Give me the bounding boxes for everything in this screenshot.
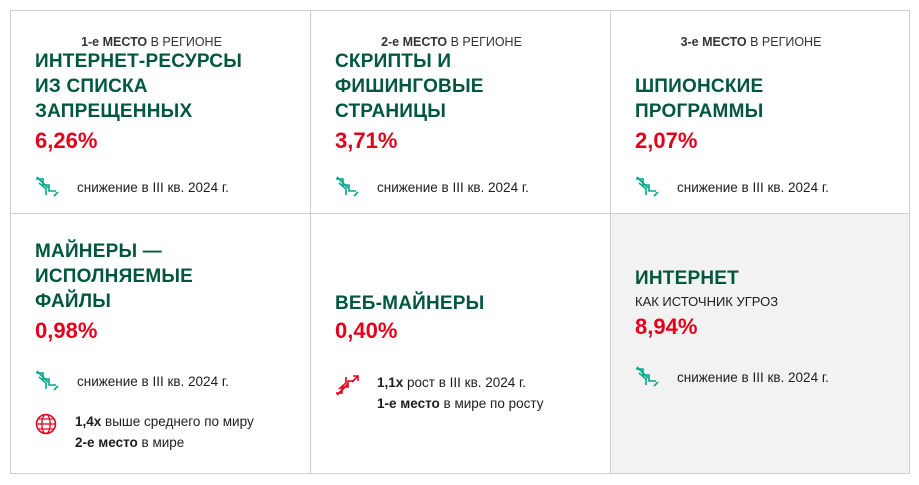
percent-value: 8,94%	[635, 314, 698, 339]
trend-row: снижение в III кв. 2024 г.	[635, 366, 829, 388]
trend-text: снижение в III кв. 2024 г.	[377, 179, 529, 195]
trend-up-icon	[336, 375, 359, 396]
trend-text: снижение в III кв. 2024 г.	[77, 179, 229, 195]
card-subtitle: КАК ИСТОЧНИК УГРОЗ	[635, 294, 779, 309]
trend-row: снижение в III кв. 2024 г.	[335, 176, 529, 198]
card-title: ВЕБ-МАЙНЕРЫ	[335, 293, 485, 314]
percent-value: 0,98%	[35, 318, 98, 343]
card-title: ШПИОНСКИЕ ПРОГРАММЫ	[635, 76, 764, 122]
percent-value: 0,40%	[335, 318, 398, 343]
globe-icon	[35, 413, 57, 435]
card-phishing-scripts: 2-е МЕСТО В РЕГИОНЕ СКРИПТЫ И ФИШИНГОВЫЕ…	[311, 11, 611, 214]
trend-down-icon	[36, 176, 59, 197]
rank-label: 3-е МЕСТО В РЕГИОНЕ	[680, 35, 822, 49]
trend-down-icon	[336, 176, 359, 197]
world-comparison-note: 1,4x выше среднего по миру 2-е место в м…	[35, 411, 254, 453]
rank-label: 2-е МЕСТО В РЕГИОНЕ	[381, 35, 522, 49]
card-forbidden-resources: 1-е МЕСТО В РЕГИОНЕ ИНТЕРНЕТ-РЕСУРСЫ ИЗ …	[11, 11, 311, 214]
card-web-miners: ВЕБ-МАЙНЕРЫ 0,40% 1,1x рост в III кв. 20…	[311, 214, 611, 473]
trend-down-icon	[36, 370, 59, 391]
card-title: ИНТЕРНЕТ	[635, 268, 739, 289]
trend-down-icon	[636, 176, 659, 197]
card-title: СКРИПТЫ И ФИШИНГОВЫЕ СТРАНИЦЫ	[335, 51, 484, 122]
trend-text: снижение в III кв. 2024 г.	[677, 179, 829, 195]
threat-stats-grid: 1-е МЕСТО В РЕГИОНЕ ИНТЕРНЕТ-РЕСУРСЫ ИЗ …	[10, 10, 910, 474]
card-title: МАЙНЕРЫ — ИСПОЛНЯЕМЫЕ ФАЙЛЫ	[35, 241, 194, 312]
percent-value: 3,71%	[335, 128, 398, 153]
trend-down-icon	[636, 366, 659, 387]
trend-row: снижение в III кв. 2024 г.	[35, 176, 229, 198]
percent-value: 2,07%	[635, 128, 698, 153]
trend-text: снижение в III кв. 2024 г.	[77, 373, 229, 389]
card-title: ИНТЕРНЕТ-РЕСУРСЫ ИЗ СПИСКА ЗАПРЕЩЕННЫХ	[35, 51, 243, 122]
card-spyware: 3-е МЕСТО В РЕГИОНЕ ШПИОНСКИЕ ПРОГРАММЫ …	[611, 11, 909, 214]
trend-text: снижение в III кв. 2024 г.	[677, 369, 829, 385]
card-internet-source: ИНТЕРНЕТ КАК ИСТОЧНИК УГРОЗ 8,94% снижен…	[611, 214, 909, 473]
percent-value: 6,26%	[35, 128, 98, 153]
trend-row: снижение в III кв. 2024 г.	[635, 176, 829, 198]
card-miners-executables: МАЙНЕРЫ — ИСПОЛНЯЕМЫЕ ФАЙЛЫ 0,98% снижен…	[11, 214, 311, 473]
rank-label: 1-е МЕСТО В РЕГИОНЕ	[81, 35, 222, 49]
trend-row: 1,1x рост в III кв. 2024 г. 1-е место в …	[335, 372, 543, 414]
trend-row: снижение в III кв. 2024 г.	[35, 370, 229, 392]
